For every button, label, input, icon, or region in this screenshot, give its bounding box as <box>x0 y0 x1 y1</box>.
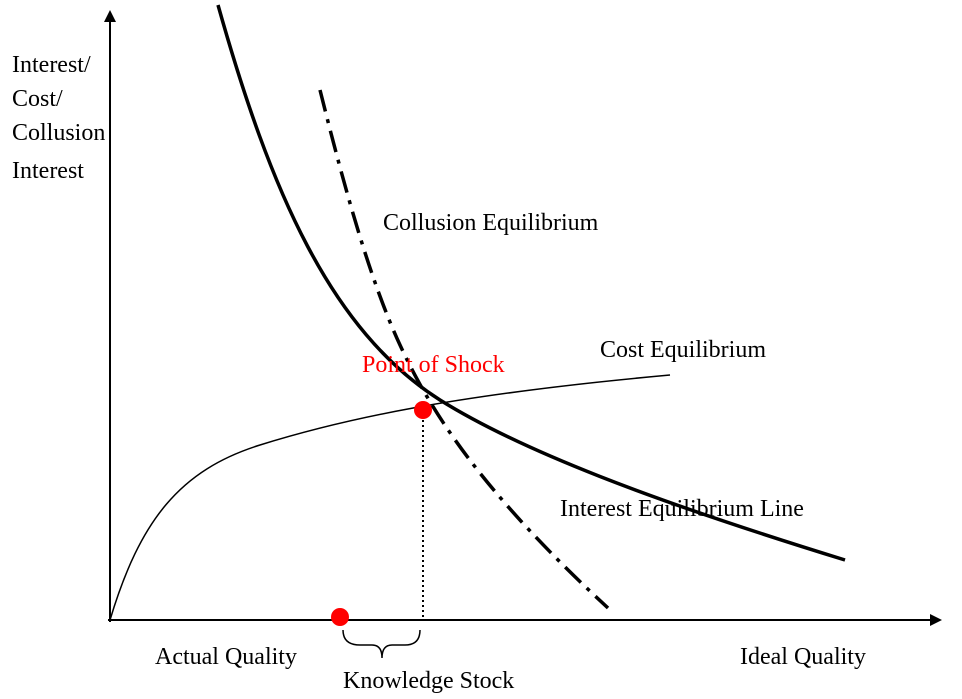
diagram: Interest/ Cost/ Collusion Interest Collu… <box>0 0 962 694</box>
x-axis-label: Ideal Quality <box>740 644 866 670</box>
collusion-curve <box>320 90 608 608</box>
curve-label: Cost Equilibrium <box>600 337 766 363</box>
curve-label: Interest Equilibrium Line <box>560 496 804 522</box>
y-axis-label: Interest/ <box>12 52 91 78</box>
y-axis-label: Interest <box>12 158 84 184</box>
shock-point <box>414 401 432 419</box>
origin-point <box>331 608 349 626</box>
x-axis-label: Actual Quality <box>155 644 297 670</box>
brace <box>343 630 420 658</box>
point-label: Point of Shock <box>362 352 505 378</box>
curve-label: Collusion Equilibrium <box>383 210 599 236</box>
brace-label: Knowledge Stock <box>343 668 514 694</box>
y-axis-label: Collusion <box>12 120 105 146</box>
interest-curve <box>218 5 845 560</box>
y-axis-label: Cost/ <box>12 86 63 112</box>
